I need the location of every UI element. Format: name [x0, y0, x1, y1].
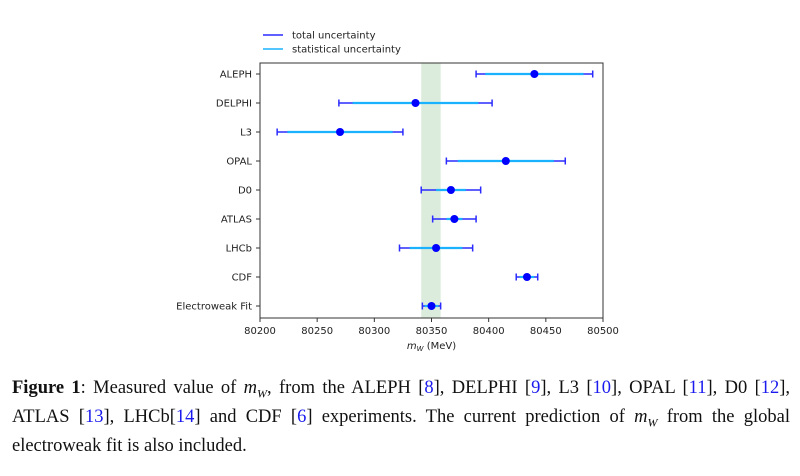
caption-text: ], DELPHI [: [433, 378, 532, 398]
x-tick-label: 80450: [530, 326, 562, 337]
caption-text: ] and CDF [: [194, 407, 298, 428]
y-tick-label: DELPHI: [216, 99, 252, 110]
legend-label: statistical uncertainty: [292, 45, 401, 56]
x-tick-label: 80400: [473, 326, 505, 337]
math-mw: mW: [634, 407, 658, 430]
caption-text: ], ATLAS [: [12, 378, 791, 428]
data-point: [501, 157, 510, 165]
figure-label: Figure 1: [12, 378, 81, 398]
caption-text: , from the ALEPH [: [267, 378, 425, 398]
caption-text: ], D0 [: [706, 378, 761, 398]
citation-link[interactable]: 14: [175, 407, 195, 428]
caption-text: from the global electroweak fit is also …: [12, 407, 790, 457]
math-mw: mW: [243, 378, 268, 401]
citation-link[interactable]: 13: [84, 407, 104, 428]
y-tick-label: ALEPH: [220, 70, 252, 81]
caption-text: : Measured value of: [80, 378, 244, 398]
caption-text: ], OPAL [: [611, 378, 689, 398]
x-tick-label: 80350: [416, 326, 448, 337]
caption-text: ] experiments. The current prediction of: [306, 407, 635, 428]
x-tick-label: 80250: [301, 326, 333, 337]
citation-link[interactable]: 10: [592, 378, 612, 398]
y-tick-label: ATLAS: [221, 215, 252, 226]
x-tick-label: 80500: [587, 326, 619, 337]
x-tick-label: 80300: [358, 326, 390, 337]
data-point: [530, 70, 539, 78]
citation-link[interactable]: 8: [424, 378, 434, 398]
citation-link[interactable]: 11: [688, 378, 707, 398]
citation-link[interactable]: 9: [531, 378, 541, 398]
legend-label: total uncertainty: [292, 31, 376, 42]
data-point: [427, 302, 436, 310]
y-tick-label: D0: [238, 186, 252, 197]
x-tick-label: 80200: [244, 326, 276, 337]
caption-text: ], LHCb[: [103, 407, 176, 428]
y-tick-label: CDF: [232, 273, 253, 284]
citation-link[interactable]: 6: [297, 407, 307, 428]
data-point: [432, 244, 441, 252]
y-tick-label: OPAL: [226, 157, 252, 168]
y-tick-label: Electroweak Fit: [176, 302, 252, 313]
data-point: [336, 128, 345, 136]
caption-text: ], L3 [: [540, 378, 593, 398]
data-point: [522, 273, 531, 281]
y-tick-label: L3: [240, 128, 252, 139]
x-axis-label: mW (MeV): [407, 341, 456, 353]
data-point: [411, 99, 420, 107]
data-point: [450, 215, 459, 223]
y-tick-label: LHCb: [226, 244, 252, 255]
data-point: [446, 186, 455, 194]
figure-caption: Figure 1: Measured value of mW, from the…: [12, 377, 790, 459]
citation-link[interactable]: 12: [760, 378, 780, 398]
mw-errorbar-chart: 80200 80250 80300 80350 80400 80450 80500 mW (M…: [176, 31, 619, 354]
